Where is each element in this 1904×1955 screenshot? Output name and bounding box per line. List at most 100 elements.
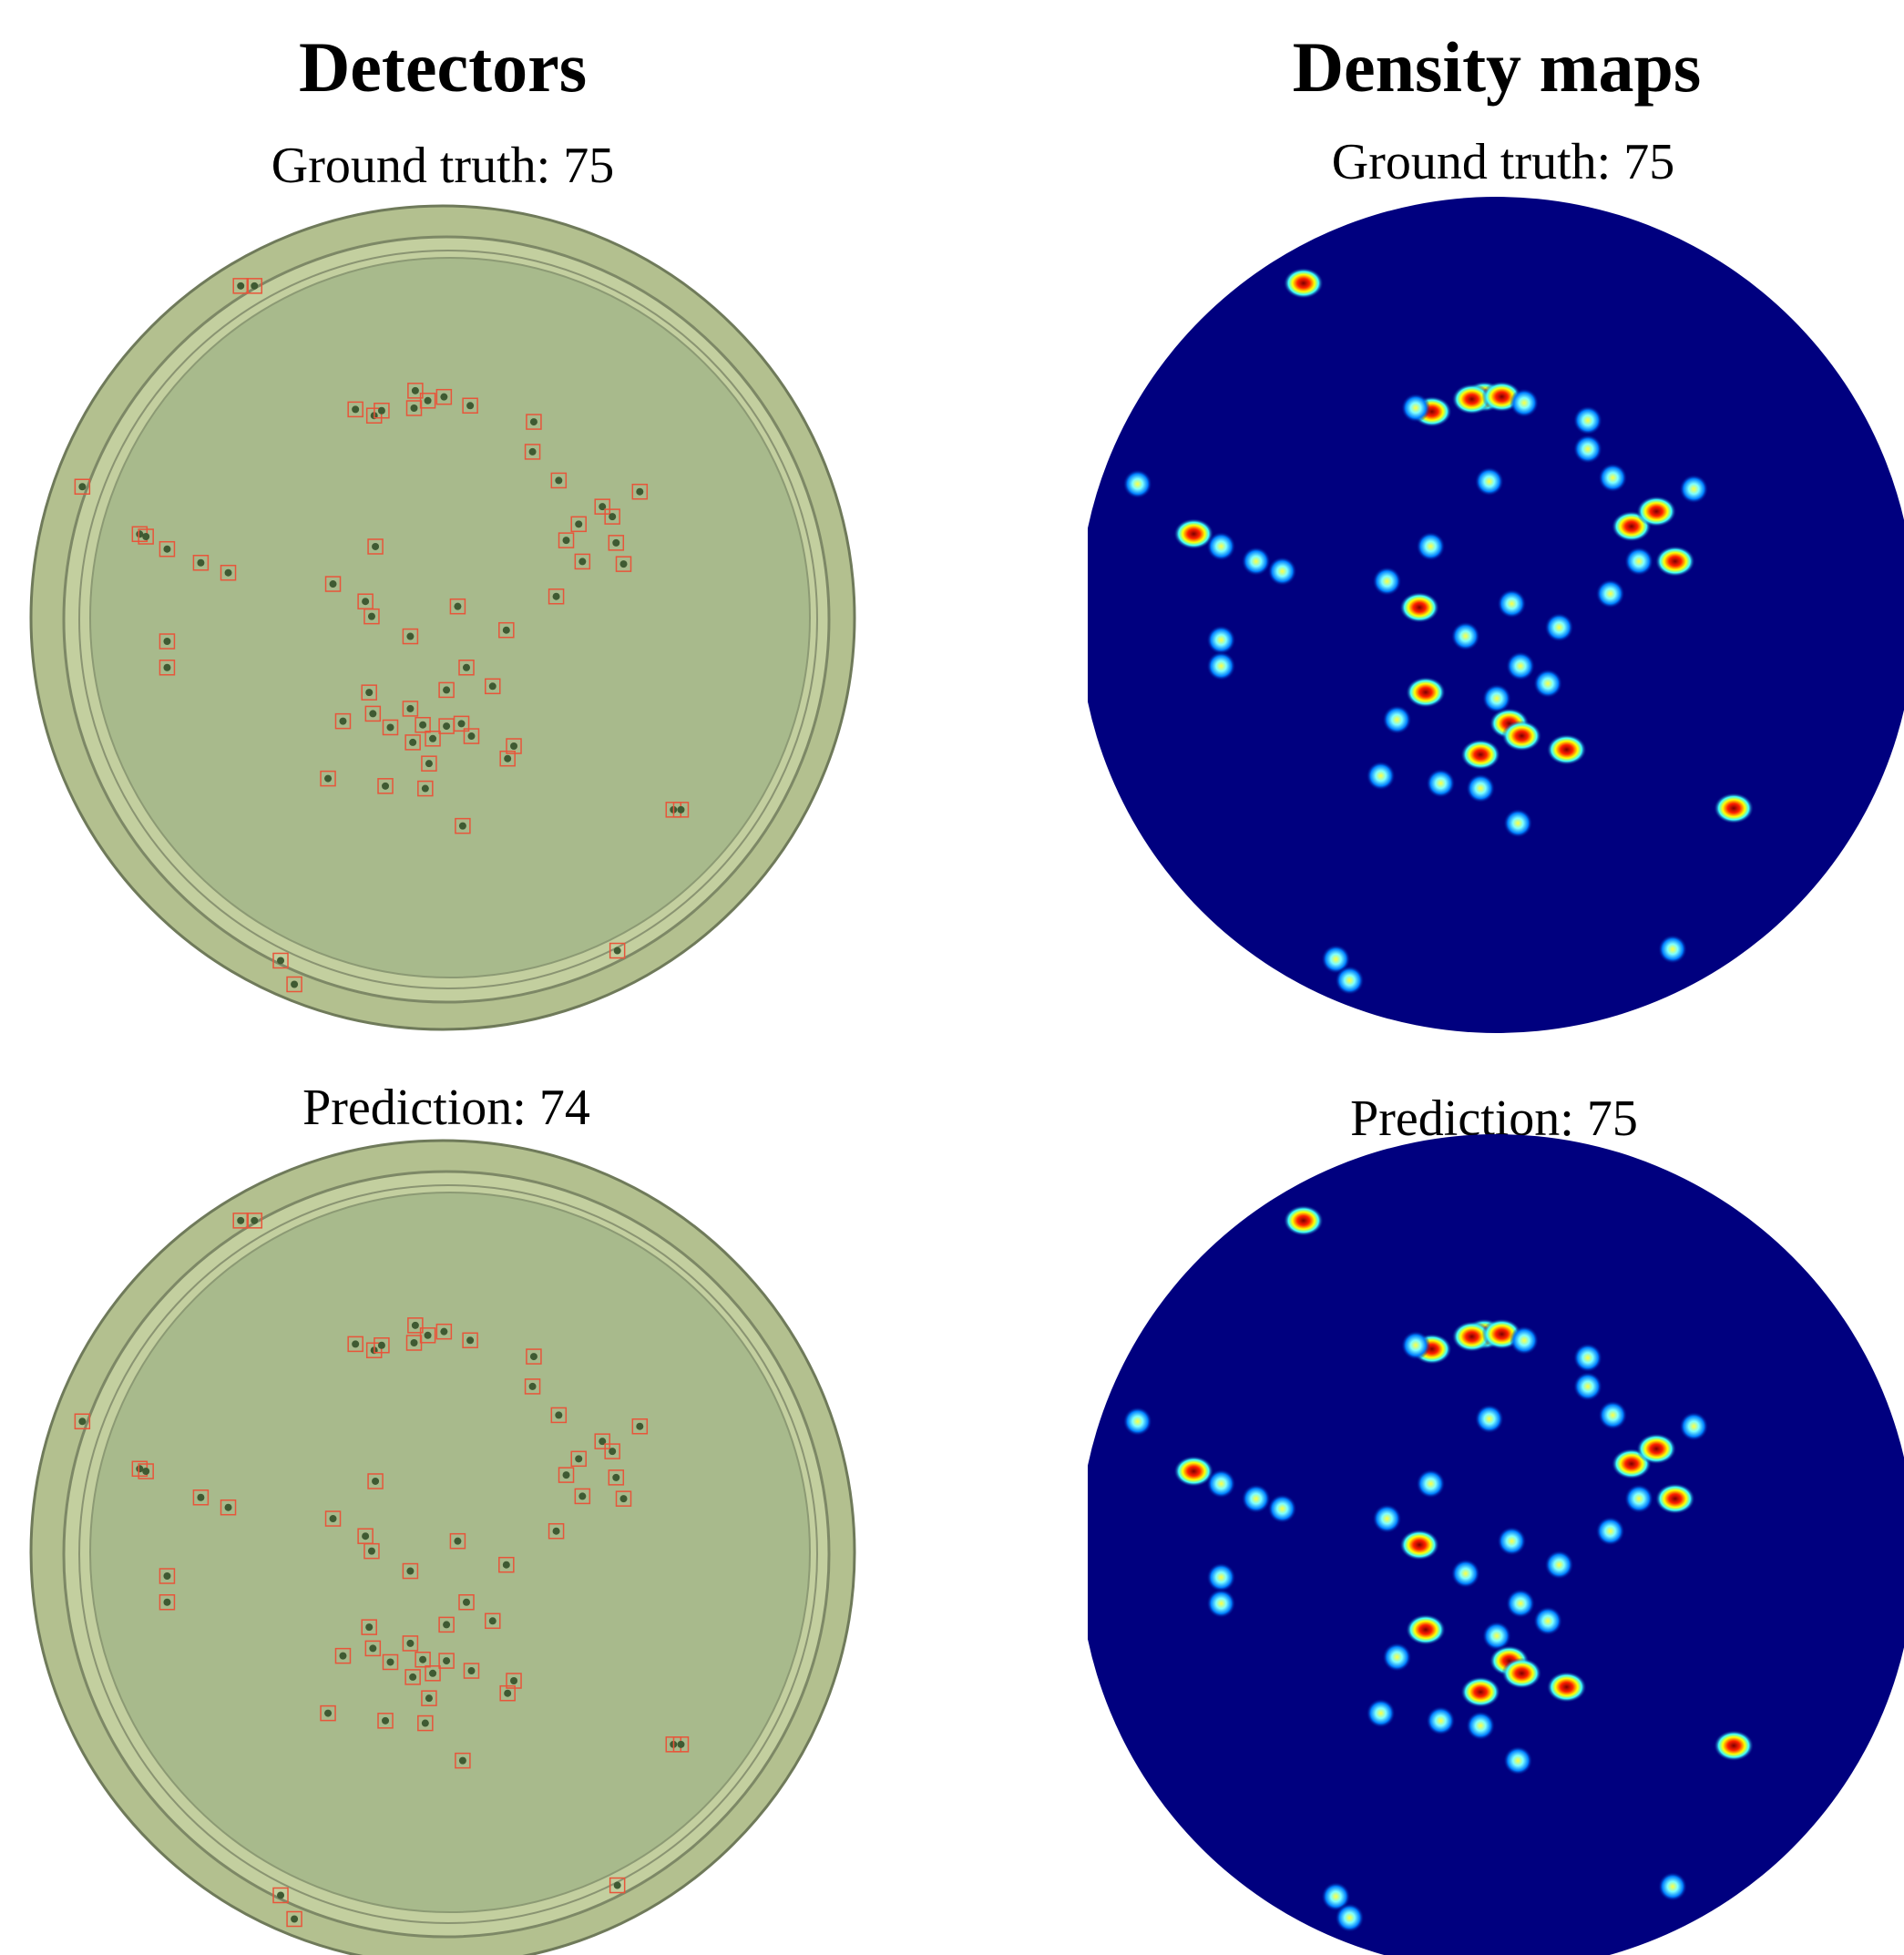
colony <box>454 603 461 610</box>
colony <box>225 569 232 577</box>
density-blob <box>1503 1746 1532 1776</box>
colony <box>489 1617 496 1624</box>
colony <box>553 593 560 600</box>
density-blob <box>1501 721 1541 752</box>
colony <box>406 1568 414 1575</box>
density-blob <box>1655 1483 1695 1514</box>
colony <box>136 1465 143 1472</box>
colony <box>412 1322 419 1329</box>
colony <box>614 1882 621 1889</box>
colony <box>463 1599 470 1606</box>
colony <box>378 407 385 415</box>
density-blob <box>1382 1643 1411 1672</box>
colony <box>459 1757 466 1765</box>
colony <box>368 613 375 620</box>
density-blob <box>1547 734 1587 765</box>
colony <box>406 633 414 640</box>
dish-agar <box>90 258 810 978</box>
colony <box>197 1494 204 1501</box>
density-blob <box>1460 739 1500 770</box>
colony <box>352 1340 359 1347</box>
colony <box>440 1328 447 1336</box>
colony <box>237 282 244 290</box>
petri-dish <box>31 1141 855 1955</box>
colony <box>467 732 475 740</box>
colony <box>458 720 466 727</box>
colony <box>163 664 170 671</box>
density-blob <box>1406 1614 1446 1645</box>
density-blob <box>1533 1606 1562 1635</box>
density-blob <box>1382 705 1411 734</box>
colony <box>443 686 450 693</box>
panels <box>31 197 1904 1955</box>
panel-label: Ground truth: 75 <box>271 138 614 194</box>
density-blob <box>1206 532 1235 561</box>
colony <box>225 1504 232 1511</box>
density-blob <box>1503 809 1532 838</box>
density-blob <box>1510 1326 1539 1355</box>
density-blob <box>1655 546 1695 577</box>
density-map <box>1079 1134 1904 1955</box>
density-blob <box>1573 1372 1602 1401</box>
colony <box>411 1339 418 1346</box>
colony <box>677 806 684 814</box>
density-blob <box>1506 1589 1535 1618</box>
colony <box>369 1644 376 1652</box>
colony <box>614 947 621 955</box>
density-blob <box>1426 1706 1455 1735</box>
density-blob <box>1367 1699 1396 1728</box>
colony <box>463 664 470 671</box>
colony <box>636 1423 643 1430</box>
colony <box>504 755 511 763</box>
density-blob <box>1636 496 1676 527</box>
density-blob <box>1497 589 1526 619</box>
colony <box>609 513 616 520</box>
density-blob <box>1679 475 1708 504</box>
colony <box>510 742 517 750</box>
density-blob <box>1636 1433 1676 1464</box>
colony <box>609 1448 616 1455</box>
density-blob <box>1399 1530 1439 1561</box>
density-blob <box>1714 1730 1754 1761</box>
colony <box>467 1667 475 1674</box>
colony <box>636 488 643 496</box>
panel-label: Prediction: 74 <box>302 1080 590 1136</box>
colony <box>575 1455 582 1462</box>
colony <box>330 1515 337 1522</box>
density-blob <box>1658 1872 1687 1901</box>
colony <box>142 533 149 540</box>
colony <box>563 1471 570 1479</box>
colony <box>387 723 394 731</box>
density-blob <box>1510 388 1539 417</box>
colony <box>382 1717 389 1725</box>
density-blob <box>1373 567 1402 596</box>
density-blob <box>1451 621 1480 650</box>
density-blob <box>1624 1484 1653 1513</box>
density-blob <box>1466 773 1495 803</box>
colony <box>362 1532 369 1540</box>
density-blob <box>1497 1527 1526 1556</box>
density-blob <box>1596 579 1625 609</box>
colony <box>489 682 496 690</box>
colony <box>425 1694 433 1702</box>
colony <box>555 1411 562 1418</box>
colony <box>419 1656 426 1663</box>
density-blob <box>1451 1559 1480 1588</box>
density-blob <box>1206 1562 1235 1592</box>
colony <box>330 580 337 588</box>
colony <box>429 735 436 742</box>
density-blob <box>1242 547 1271 576</box>
colony <box>136 530 143 537</box>
colony <box>529 448 537 455</box>
density-blob <box>1335 966 1364 995</box>
colony <box>372 543 379 550</box>
colony <box>563 537 570 544</box>
colony <box>163 638 170 645</box>
colony <box>409 1674 416 1681</box>
colony <box>510 1677 517 1684</box>
density-blob <box>1335 1903 1364 1932</box>
colony <box>503 627 510 634</box>
colony <box>378 1342 385 1349</box>
density-blob <box>1624 547 1653 576</box>
colony <box>368 1548 375 1555</box>
